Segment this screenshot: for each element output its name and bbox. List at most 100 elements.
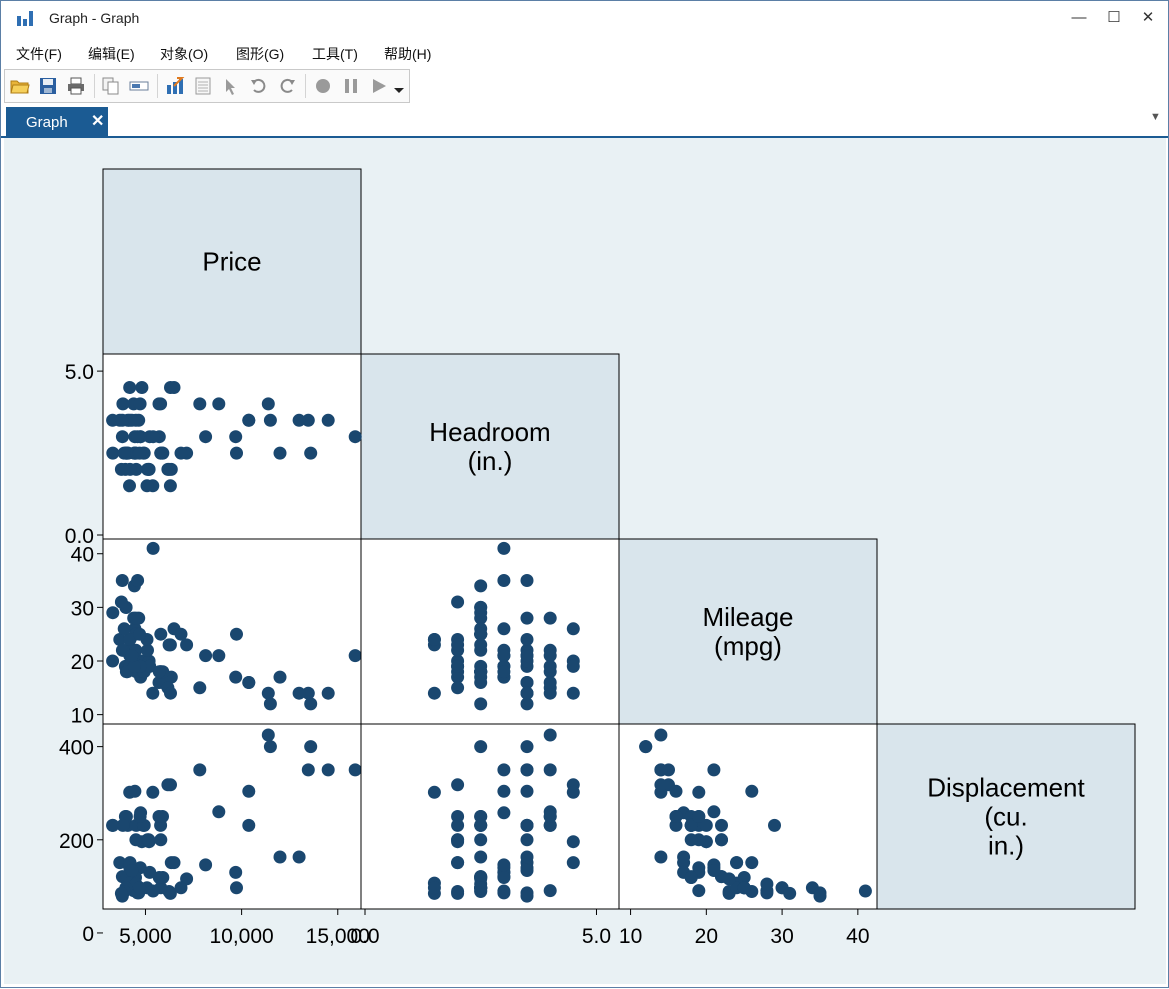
data-point	[164, 778, 177, 792]
data-point	[858, 884, 872, 898]
data-point	[692, 810, 706, 823]
data-point	[684, 833, 698, 847]
close-button[interactable]: ✕	[1141, 9, 1155, 26]
data-point	[760, 886, 774, 900]
data-point	[451, 856, 465, 870]
data-point	[113, 633, 127, 646]
data-point	[133, 627, 147, 641]
maximize-button[interactable]: ☐	[1107, 9, 1121, 26]
x-tick-label: 20	[695, 925, 718, 948]
data-point	[146, 884, 160, 898]
rename-icon[interactable]	[129, 76, 149, 96]
undo-icon[interactable]	[249, 76, 269, 96]
toolbar	[4, 69, 410, 103]
data-point	[146, 541, 160, 555]
data-point	[162, 462, 176, 476]
data-point	[427, 686, 441, 700]
pointer-icon[interactable]	[221, 76, 241, 96]
variable-label: Mileage	[702, 602, 793, 632]
data-point	[125, 864, 139, 877]
menu-edit[interactable]: 编辑(E)	[88, 46, 135, 62]
data-point	[722, 872, 736, 886]
data-point	[146, 430, 160, 444]
data-point	[451, 810, 465, 823]
title-bar: Graph - Graph — ☐ ✕	[1, 1, 1168, 35]
data-editor-icon[interactable]	[193, 76, 213, 96]
data-point	[745, 856, 759, 870]
print-icon[interactable]	[66, 76, 86, 96]
tab-graph-label: Graph	[26, 114, 68, 131]
tab-close-icon[interactable]: ✕	[91, 113, 105, 130]
data-point	[167, 381, 181, 394]
data-point	[193, 397, 207, 411]
window-title: Graph - Graph	[49, 10, 140, 26]
data-point	[520, 740, 534, 754]
data-point	[212, 397, 226, 411]
data-point	[654, 778, 668, 792]
y-tick-label: 200	[59, 830, 94, 853]
data-point	[520, 889, 534, 903]
menu-help[interactable]: 帮助(H)	[384, 46, 432, 62]
data-point	[520, 864, 534, 877]
data-point	[115, 413, 129, 427]
redo-icon[interactable]	[277, 76, 297, 96]
data-point	[242, 413, 256, 427]
x-tick-label: 40	[846, 925, 869, 948]
data-point	[152, 871, 166, 884]
data-point	[301, 763, 315, 777]
graph-editor-icon[interactable]	[165, 76, 185, 96]
data-point	[321, 686, 335, 700]
data-point	[692, 785, 706, 799]
y-tick-label: 40	[71, 544, 94, 567]
x-tick-label: 5,000	[119, 925, 172, 948]
data-point	[263, 697, 277, 711]
data-point	[113, 856, 127, 870]
data-point	[543, 810, 557, 823]
data-point	[520, 676, 534, 689]
data-point	[261, 728, 275, 742]
record-icon[interactable]	[313, 76, 333, 96]
data-point	[152, 665, 166, 679]
data-point	[474, 818, 488, 832]
variable-label-cell	[360, 353, 620, 540]
data-point	[520, 784, 534, 798]
copy-icon[interactable]	[101, 76, 121, 96]
menu-file[interactable]: 文件(F)	[16, 46, 62, 62]
tab-graph[interactable]: Graph ✕	[6, 107, 108, 136]
data-point	[156, 446, 170, 460]
data-point	[474, 627, 488, 641]
menu-object[interactable]: 对象(O)	[160, 46, 209, 62]
data-point	[154, 627, 168, 641]
play-icon[interactable]	[369, 76, 389, 96]
data-point	[164, 686, 177, 700]
data-point	[273, 670, 287, 684]
data-point	[133, 810, 147, 823]
data-point	[474, 670, 488, 684]
data-point	[451, 659, 465, 673]
data-point	[684, 818, 698, 832]
menu-graph[interactable]: 图形(G)	[236, 46, 285, 62]
data-point	[199, 858, 213, 872]
pause-icon[interactable]	[341, 76, 361, 96]
dropdown-icon[interactable]	[393, 76, 405, 96]
minimize-button[interactable]: —	[1071, 9, 1087, 26]
x-tick-label: 0.0	[350, 925, 379, 948]
tab-list-dropdown-icon[interactable]: ▼	[1150, 111, 1161, 123]
data-point	[715, 833, 728, 847]
data-point	[263, 740, 277, 754]
data-point	[543, 659, 557, 673]
data-point	[520, 818, 534, 832]
data-point	[497, 649, 511, 663]
data-point	[566, 659, 580, 673]
data-point	[273, 850, 287, 864]
open-icon[interactable]	[10, 76, 30, 96]
data-point	[684, 871, 698, 884]
save-icon[interactable]	[38, 76, 58, 96]
data-point	[304, 446, 318, 460]
data-point	[167, 856, 181, 870]
data-point	[497, 871, 511, 884]
menu-tools[interactable]: 工具(T)	[312, 46, 358, 62]
data-point	[692, 884, 706, 898]
variable-label-cell	[876, 723, 1136, 910]
x-tick-label: 10	[619, 925, 642, 948]
